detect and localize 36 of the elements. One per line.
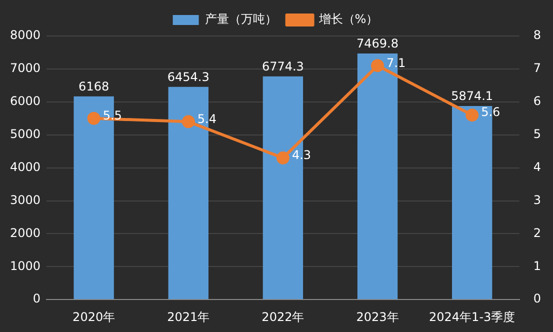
data-label: 6454.3 xyxy=(167,70,210,84)
y-tick-label: 0 xyxy=(32,292,41,306)
y2-tick-label: 6 xyxy=(533,94,542,108)
y-tick-label: 7000 xyxy=(10,61,41,76)
y2-tick-label: 7 xyxy=(533,61,542,76)
y2-tick-label: 2 xyxy=(533,226,542,240)
y-tick-label: 3000 xyxy=(10,192,41,207)
y2-tick-label: 5 xyxy=(533,126,542,141)
legend-label: 增长（%） xyxy=(318,12,378,26)
x-tick-label: 2022年 xyxy=(262,310,304,324)
point xyxy=(371,59,384,72)
y-tick-label: 8000 xyxy=(10,28,41,42)
y-tick-label: 6000 xyxy=(10,94,41,108)
y2-tick-label: 4 xyxy=(533,160,542,174)
data-label: 5.5 xyxy=(102,108,122,122)
y2-tick-label: 1 xyxy=(533,258,542,273)
data-label: 6774.3 xyxy=(262,60,304,74)
x-tick-label: 2023年 xyxy=(356,310,399,324)
y2-tick-label: 0 xyxy=(533,292,542,306)
data-label: 7469.8 xyxy=(356,36,399,51)
point xyxy=(276,151,290,164)
point xyxy=(87,112,100,125)
y2-tick-label: 3 xyxy=(533,192,542,207)
y-tick-label: 1000 xyxy=(10,258,41,273)
y-tick-label: 2000 xyxy=(10,226,41,240)
point xyxy=(466,108,479,122)
legend-label: 产量（万吨） xyxy=(204,12,277,26)
x-tick-label: 2024年1-3季度 xyxy=(429,310,516,324)
y2-tick-label: 8 xyxy=(533,28,542,42)
x-tick-label: 2020年 xyxy=(72,310,116,324)
point xyxy=(182,115,195,128)
y-tick-label: 5000 xyxy=(10,126,41,141)
data-label: 6168 xyxy=(78,79,110,94)
data-label: 5874.1 xyxy=(451,89,494,104)
y-tick-label: 4000 xyxy=(10,160,41,174)
x-tick-label: 2021年 xyxy=(167,310,210,324)
